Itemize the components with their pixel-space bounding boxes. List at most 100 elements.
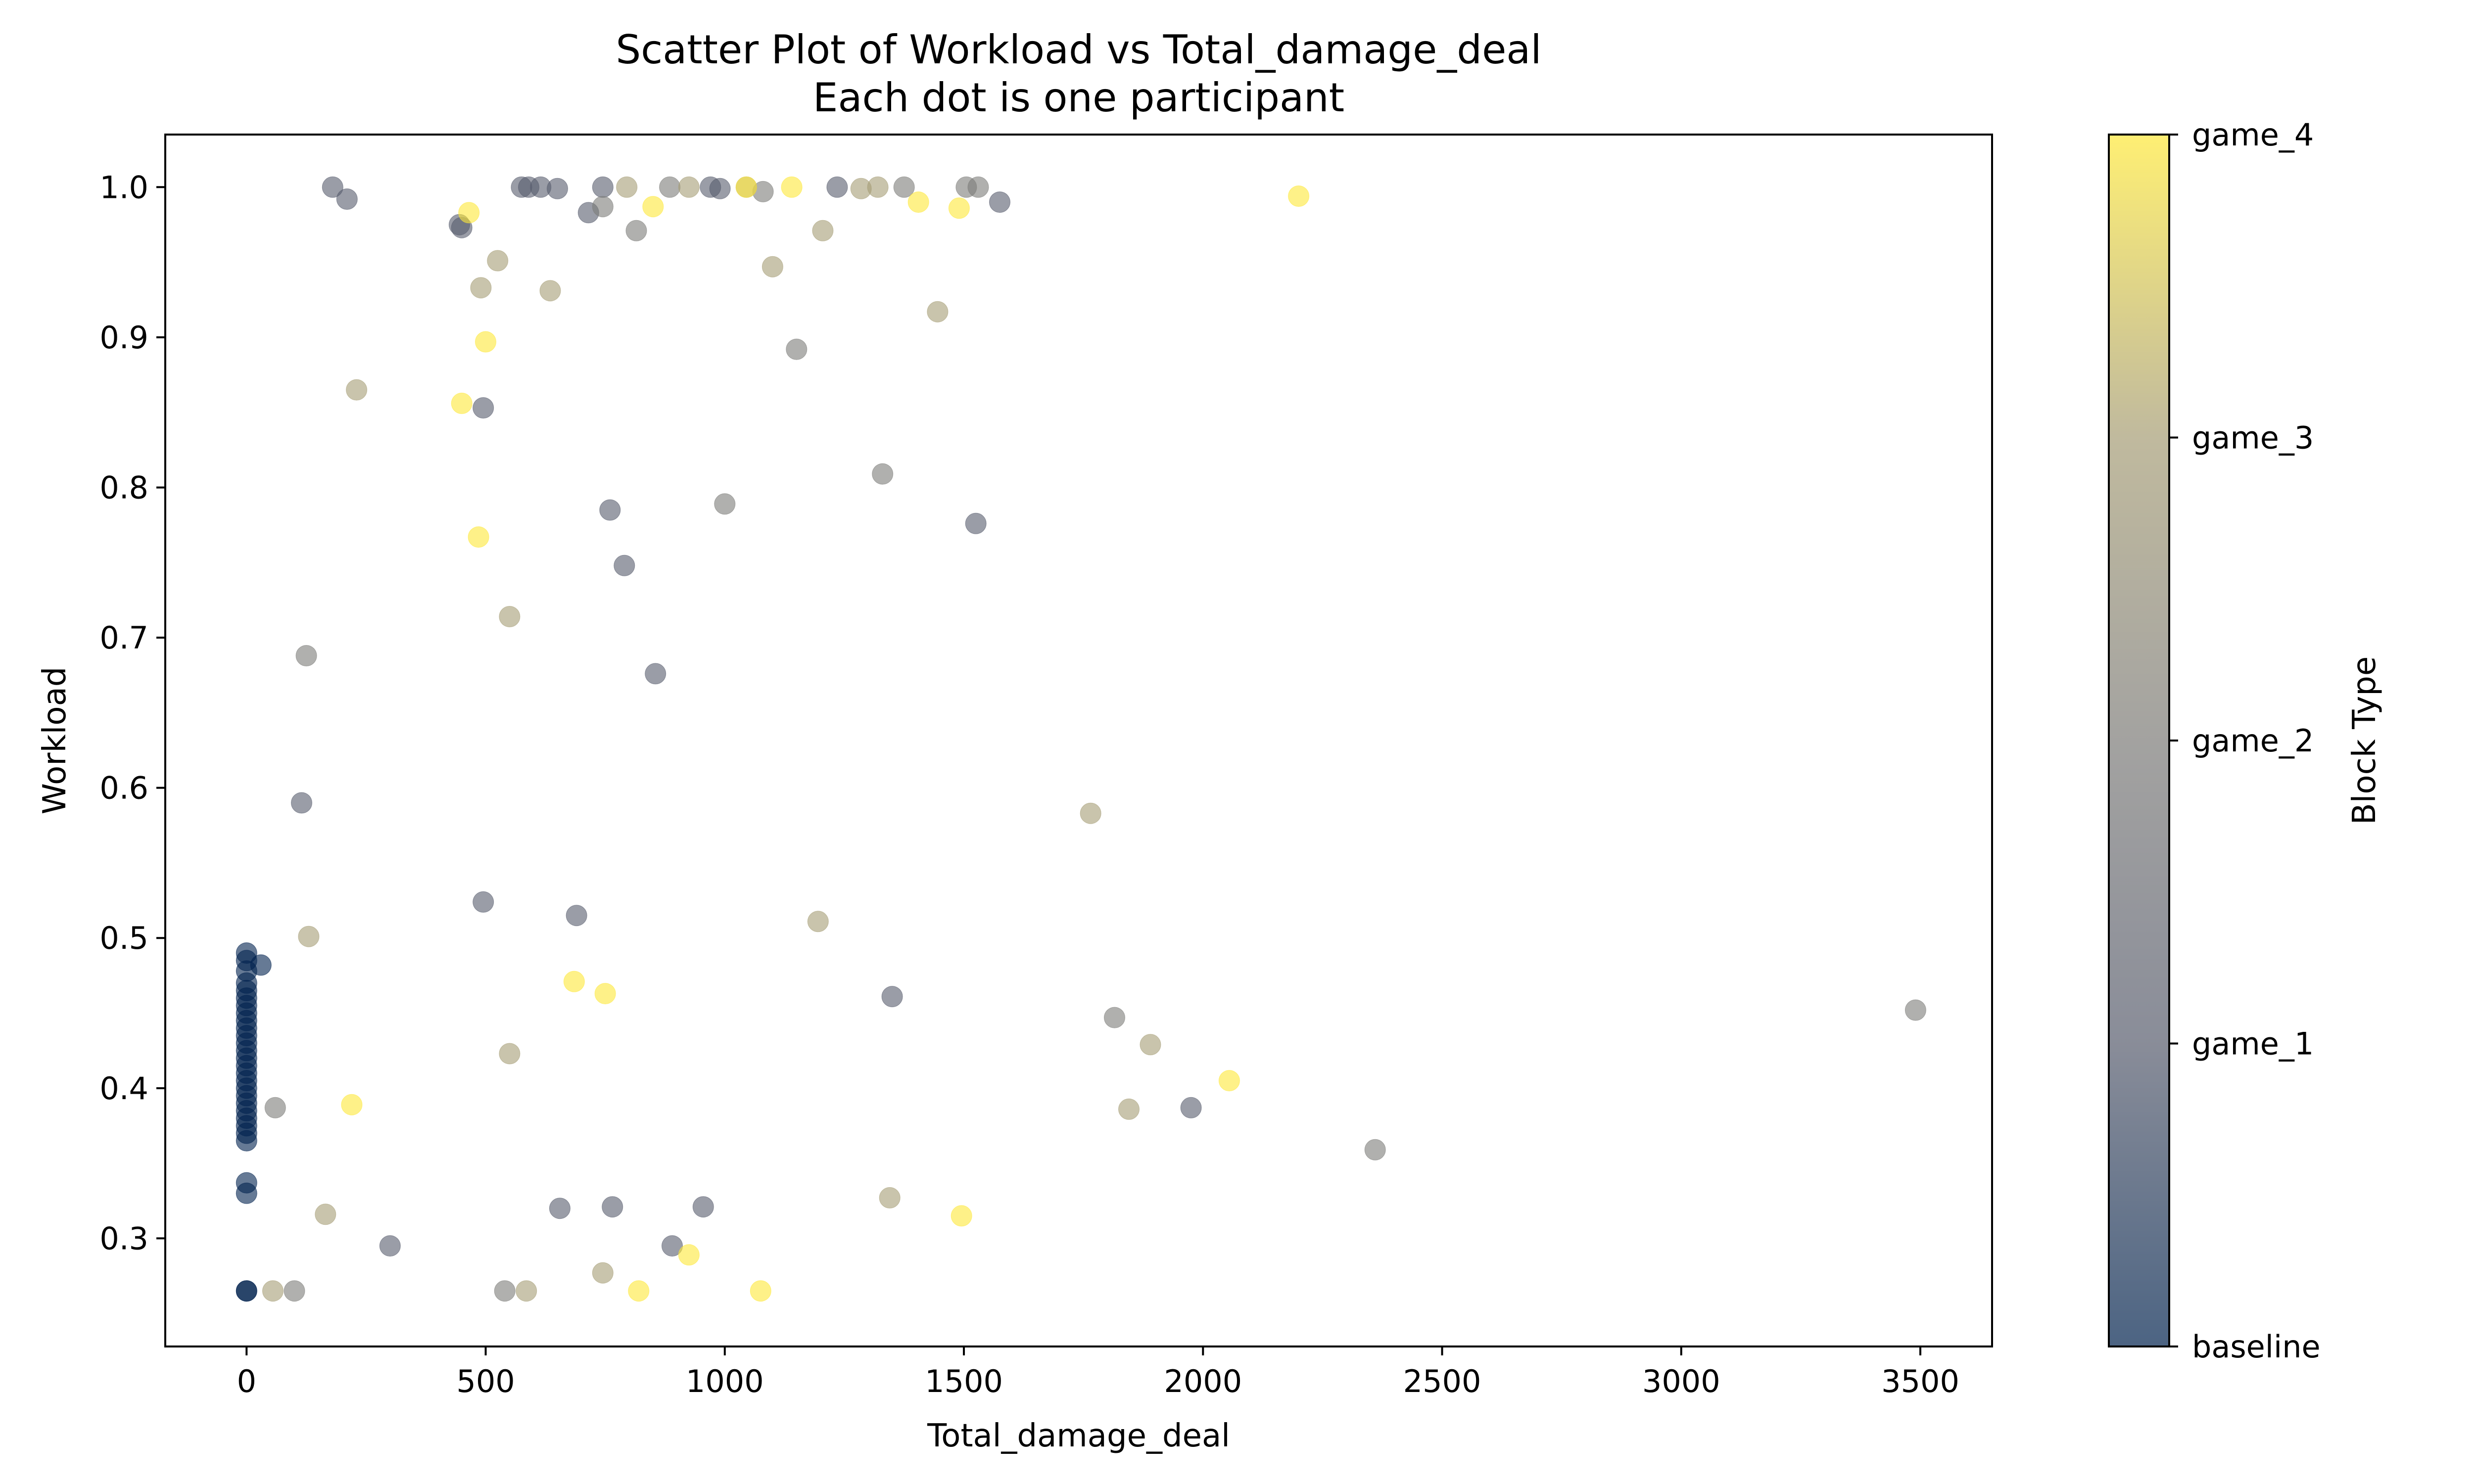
data-point-game_1 [379, 1235, 401, 1257]
data-point-game_2 [1104, 1007, 1125, 1028]
data-point-baseline [236, 1182, 257, 1204]
y-tick-label: 0.3 [99, 1220, 148, 1256]
x-tick-label: 3000 [1642, 1363, 1720, 1399]
data-point-game_3 [1140, 1034, 1161, 1056]
data-point-baseline [250, 954, 272, 976]
data-point-baseline [236, 1280, 257, 1302]
data-point-game_1 [1180, 1097, 1202, 1118]
data-point-game_2 [872, 463, 894, 485]
data-point-game_2 [714, 493, 736, 515]
data-point-game_4 [678, 1244, 700, 1266]
x-tick-label: 2000 [1164, 1363, 1242, 1399]
data-point-game_2 [1364, 1139, 1386, 1160]
data-point-game_1 [645, 663, 666, 685]
data-point-game_3 [592, 1262, 614, 1284]
data-point-game_4 [475, 331, 496, 353]
data-point-game_2 [284, 1280, 305, 1302]
y-axis-label: Workload [37, 667, 73, 815]
colorbar-tick-label: game_3 [2192, 420, 2314, 456]
data-point-game_4 [1288, 186, 1310, 207]
data-point-game_3 [678, 176, 700, 198]
x-axis-ticks: 0 500 1000 1500 2000 2500 3000 3500 [237, 1346, 1959, 1399]
y-tick-label: 1.0 [99, 169, 148, 205]
data-point-game_3 [262, 1280, 284, 1302]
data-point-game_1 [473, 397, 494, 418]
colorbar-tick-label: game_1 [2192, 1026, 2314, 1062]
y-tick-label: 0.8 [99, 469, 148, 506]
x-tick-label: 1000 [686, 1363, 764, 1399]
chart-title: Scatter Plot of Workload vs Total_damage… [616, 27, 1541, 73]
data-point-game_1 [826, 176, 848, 198]
data-point-game_3 [539, 280, 561, 302]
data-point-game_3 [1118, 1098, 1140, 1120]
data-point-game_4 [642, 196, 664, 218]
x-tick-label: 500 [456, 1363, 515, 1399]
data-point-game_1 [692, 1196, 714, 1218]
x-tick-label: 1500 [925, 1363, 1003, 1399]
data-point-game_2 [893, 176, 915, 198]
colorbar-ticks: baseline game_1 game_2 game_3 game_4 [2169, 117, 2321, 1365]
x-tick-label: 0 [237, 1363, 256, 1399]
data-point-game_1 [662, 1235, 683, 1257]
colorbar-tick-label: game_4 [2192, 117, 2314, 153]
data-point-game_1 [602, 1196, 623, 1218]
data-point-game_3 [867, 176, 889, 198]
data-point-game_1 [473, 891, 494, 913]
y-tick-label: 0.7 [99, 620, 148, 656]
data-point-baseline [236, 1130, 257, 1152]
data-point-game_3 [298, 926, 320, 947]
data-point-game_1 [336, 188, 358, 210]
chart-subtitle: Each dot is one participant [813, 75, 1344, 121]
colorbar-tick-label: baseline [2192, 1329, 2321, 1365]
data-point-game_1 [291, 792, 312, 814]
data-point-game_1 [592, 176, 614, 198]
data-point-game_4 [907, 191, 929, 213]
x-axis-label: Total_damage_deal [927, 1418, 1230, 1454]
data-point-game_4 [341, 1094, 363, 1115]
data-point-game_2 [592, 196, 614, 218]
data-point-game_2 [659, 176, 681, 198]
data-point-game_2 [494, 1280, 516, 1302]
data-point-game_1 [566, 905, 587, 927]
data-point-game_1 [989, 191, 1010, 213]
data-point-game_4 [451, 392, 473, 414]
data-points [236, 176, 1926, 1302]
data-point-game_2 [295, 645, 317, 666]
data-point-game_3 [470, 277, 492, 299]
data-point-game_1 [881, 986, 903, 1008]
data-point-game_4 [458, 202, 480, 224]
data-point-game_3 [487, 250, 509, 272]
data-point-game_4 [750, 1280, 771, 1302]
colorbar [2108, 134, 2170, 1347]
plot-frame [164, 134, 1993, 1347]
data-point-game_4 [468, 526, 489, 548]
y-tick-label: 0.6 [99, 770, 148, 806]
data-point-game_3 [761, 256, 783, 278]
data-point-game_4 [735, 176, 757, 198]
data-point-game_4 [628, 1280, 650, 1302]
data-point-game_3 [616, 176, 638, 198]
data-point-game_1 [709, 178, 731, 199]
data-point-game_4 [1218, 1070, 1240, 1092]
data-point-game_3 [879, 1187, 901, 1208]
data-point-game_3 [516, 1280, 537, 1302]
data-point-game_1 [965, 512, 987, 534]
data-point-game_4 [781, 176, 803, 198]
data-point-game_3 [927, 301, 949, 323]
data-point-game_3 [807, 911, 829, 932]
data-point-game_2 [786, 338, 808, 360]
data-point-game_4 [948, 197, 970, 219]
data-point-game_3 [315, 1204, 336, 1225]
data-point-game_2 [264, 1097, 286, 1118]
data-point-game_3 [812, 220, 834, 241]
y-axis-ticks: 0.3 0.4 0.5 0.6 0.7 0.8 0.9 1.0 [99, 169, 165, 1256]
data-point-game_3 [499, 606, 521, 627]
data-point-game_4 [563, 971, 585, 992]
data-point-game_4 [594, 983, 616, 1005]
x-tick-label: 2500 [1403, 1363, 1481, 1399]
y-tick-label: 0.9 [99, 320, 148, 356]
x-tick-label: 3500 [1881, 1363, 1959, 1399]
data-point-game_4 [951, 1205, 972, 1227]
data-point-game_1 [599, 499, 621, 521]
